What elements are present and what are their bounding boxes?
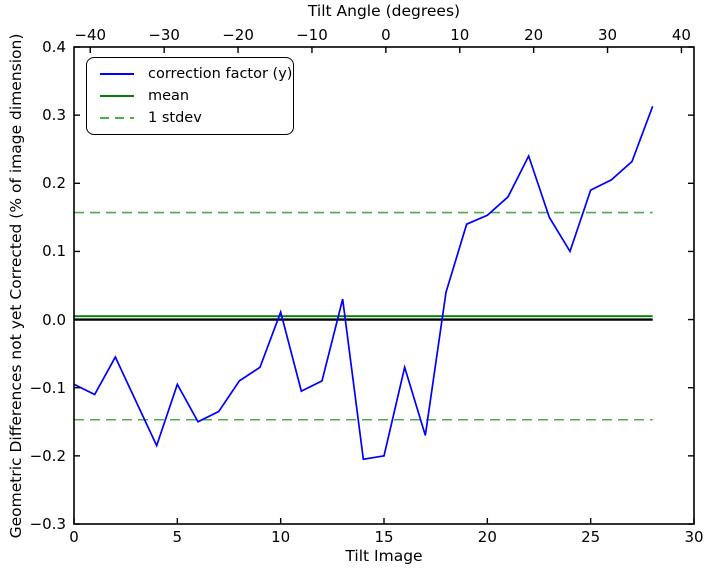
legend-item-mean: mean <box>100 85 285 107</box>
y-tick-label: 0.4 <box>42 38 66 56</box>
x-tick-label: 5 <box>172 528 183 546</box>
x-tick-label: 10 <box>271 528 291 546</box>
y-tick-label: 0.3 <box>42 106 66 125</box>
legend-box: correction factor (y) mean 1 stdev <box>86 57 294 135</box>
bottom-axis-title: Tilt Image <box>345 547 423 565</box>
legend-label: 1 stdev <box>148 110 202 126</box>
x-tick-label: 15 <box>374 528 394 546</box>
top-tick-label: −30 <box>148 26 180 44</box>
legend-label: mean <box>148 88 190 104</box>
top-tick-label: 30 <box>597 26 618 44</box>
x-tick-label: 25 <box>581 528 601 546</box>
y-tick-label: 0.1 <box>42 242 66 261</box>
legend-label: correction factor (y) <box>148 66 293 82</box>
top-tick-label: −10 <box>296 26 328 44</box>
x-tick-label: 0 <box>69 528 79 546</box>
top-tick-label: 40 <box>671 26 691 44</box>
legend-item-stdev: 1 stdev <box>100 107 285 129</box>
top-tick-label: −40 <box>74 26 107 44</box>
y-tick-label: −0.3 <box>29 515 66 533</box>
series-correction-factor-y- <box>73 105 654 461</box>
x-tick-label: 20 <box>477 528 497 546</box>
legend-swatch-line-icon <box>100 95 134 97</box>
top-tick-label: 20 <box>524 26 544 44</box>
y-tick-label: −0.1 <box>29 378 66 397</box>
x-tick-label: 30 <box>684 528 704 546</box>
legend-item-correction-factor: correction factor (y) <box>100 63 292 85</box>
y-tick-label: 0.0 <box>42 310 66 329</box>
legend-swatch-dashed-line-icon <box>100 117 134 119</box>
top-tick-label: 0 <box>381 26 391 44</box>
y-tick-label: −0.2 <box>29 446 66 465</box>
y-tick-label: 0.2 <box>42 174 66 193</box>
top-axis-title: Tilt Angle (degrees) <box>307 2 461 20</box>
top-tick-label: −20 <box>222 26 254 44</box>
top-tick-label: 10 <box>450 26 470 44</box>
legend-swatch-line-icon <box>100 73 134 75</box>
left-axis-title: Geometric Differences not yet Corrected … <box>7 33 25 539</box>
